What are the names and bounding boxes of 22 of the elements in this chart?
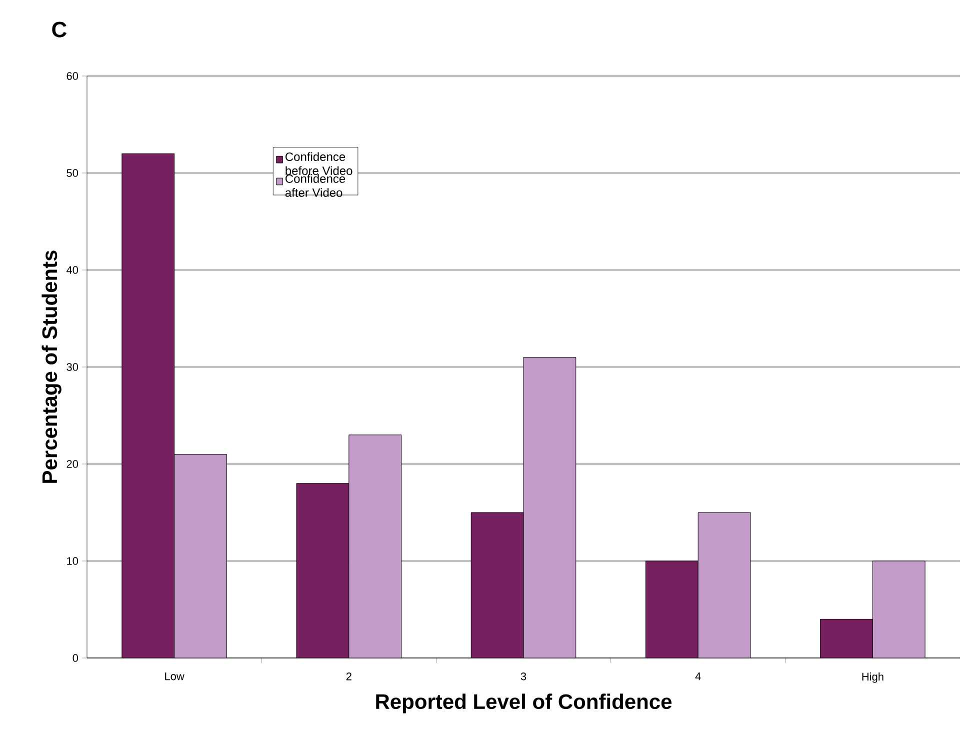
y-tick-label: 0 (72, 654, 78, 662)
bar (820, 618, 873, 658)
x-tick-label: Low (165, 672, 184, 680)
y-tick-label: 10 (67, 557, 78, 565)
x-tick-label: 4 (695, 672, 701, 680)
x-tick-label: 2 (346, 672, 352, 680)
y-tick-label: 30 (66, 363, 78, 371)
x-tick-label: High (862, 672, 884, 683)
x-axis-title: Reported Level of Confidence (376, 694, 672, 714)
y-tick-label: 40 (66, 266, 78, 274)
x-tick-label: 3 (520, 672, 526, 680)
bar (470, 512, 524, 658)
y-tick-label: 60 (66, 72, 78, 80)
bar (296, 483, 350, 658)
y-axis-title: Percentage of Students (42, 250, 62, 483)
chart-title: C (52, 22, 67, 38)
bar (645, 560, 698, 658)
bar (122, 153, 175, 658)
y-tick-label: 20 (66, 460, 78, 468)
y-tick-label: 50 (66, 169, 78, 177)
legend-label: Confidence before Video (286, 152, 352, 175)
legend-label: Confidence after Video (285, 174, 346, 197)
